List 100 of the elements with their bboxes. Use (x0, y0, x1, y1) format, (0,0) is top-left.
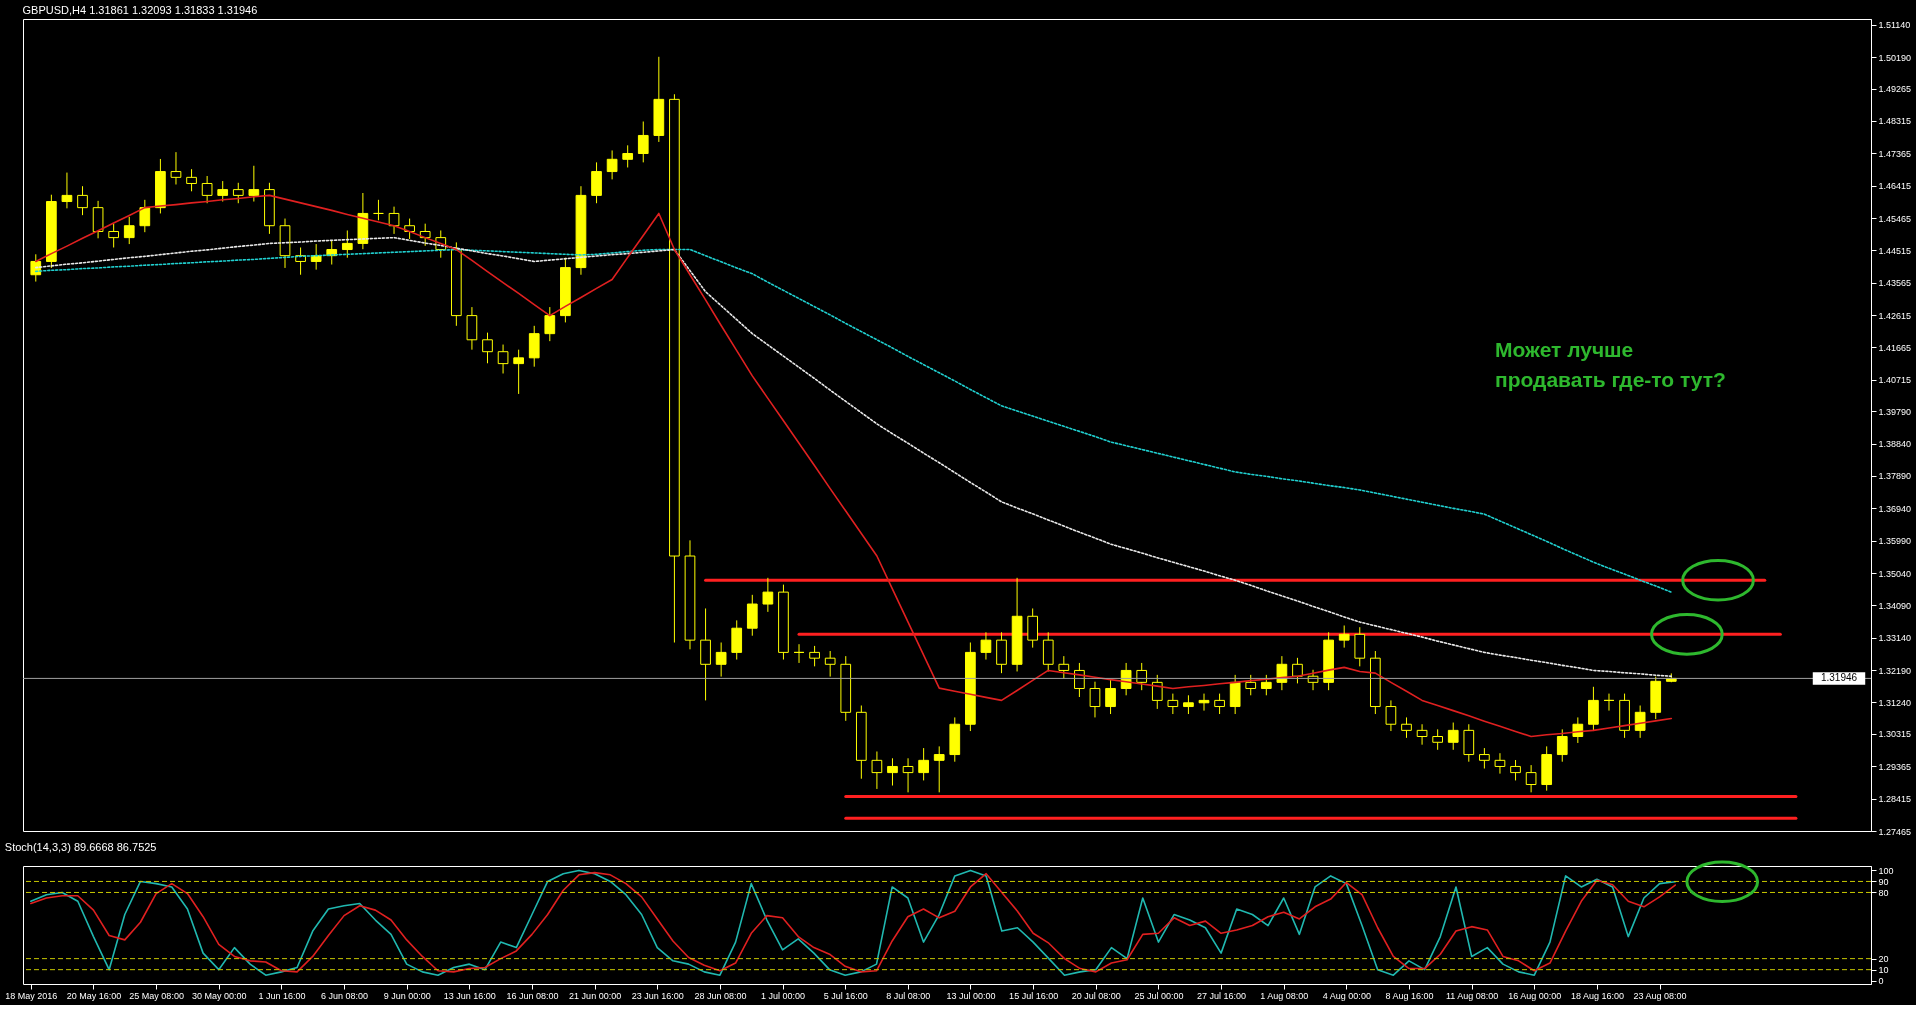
candlestick (1167, 693, 1179, 715)
candlestick (1556, 728, 1568, 763)
x-tick-label: 27 Jul 16:00 (1197, 990, 1247, 1001)
y-tick-label: 1.32190 (1878, 665, 1912, 676)
y-tick-label: 1.35990 (1878, 536, 1912, 547)
x-tick-label: 25 Jul 00:00 (1134, 990, 1184, 1001)
y-tick-label: 1.31240 (1878, 697, 1912, 708)
candlestick (92, 200, 104, 239)
candlestick (762, 577, 774, 613)
candlestick (1634, 705, 1646, 739)
candlestick (482, 332, 493, 364)
candlestick (1338, 624, 1350, 649)
y-tick-label: 90 (1878, 876, 1889, 887)
candlestick (1385, 699, 1397, 732)
y-tick-label: 1.44515 (1878, 245, 1912, 256)
y-tick-label: 1.45465 (1878, 213, 1912, 224)
x-tick-label: 16 Jun 08:00 (506, 990, 559, 1001)
x-tick-label: 16 Aug 00:00 (1508, 990, 1562, 1001)
y-tick-label: 1.40715 (1878, 375, 1912, 386)
candlestick (1151, 674, 1163, 710)
candlestick (933, 745, 945, 793)
candlestick (77, 185, 88, 216)
y-tick-label: 100 (1878, 865, 1894, 876)
y-tick-label: 1.35040 (1878, 568, 1912, 579)
candlestick (123, 216, 135, 245)
y-tick-label: 1.38840 (1878, 439, 1912, 450)
candlestick (295, 247, 306, 276)
candlestick (1183, 694, 1194, 715)
x-tick-label: 25 May 08:00 (129, 990, 184, 1001)
candlestick (793, 643, 805, 664)
candlestick (1214, 693, 1225, 715)
candlestick (1510, 759, 1521, 781)
x-tick-label: 28 Jun 08:00 (694, 990, 747, 1001)
candlestick (715, 642, 727, 678)
x-tick-label: 9 Jun 00:00 (383, 990, 431, 1001)
x-tick-label: 20 May 16:00 (66, 990, 122, 1001)
candlestick (918, 747, 929, 781)
x-tick-label: 23 Aug 08:00 (1633, 990, 1687, 1001)
y-tick-label: 1.29365 (1878, 761, 1912, 772)
candlestick (1198, 693, 1210, 712)
y-tick-label: 1.39790 (1878, 406, 1912, 417)
x-tick-label: 8 Jul 08:00 (886, 990, 931, 1001)
candlestick (1136, 662, 1148, 691)
y-tick-label: 10 (1878, 965, 1889, 976)
x-tick-label: 23 Jun 16:00 (631, 990, 684, 1001)
candlestick (1479, 747, 1490, 770)
y-tick-label: 1.30315 (1878, 729, 1912, 740)
candlestick (1027, 607, 1039, 649)
y-tick-label: 1.37890 (1878, 471, 1912, 482)
y-tick-label: 1.43565 (1878, 278, 1912, 289)
candlestick (1588, 686, 1599, 732)
x-tick-label: 20 Jul 08:00 (1071, 990, 1121, 1001)
candlestick (139, 199, 151, 233)
candlestick (310, 243, 322, 271)
candlestick (871, 750, 883, 790)
candlestick (1432, 728, 1444, 751)
y-tick-label: 1.51140 (1878, 20, 1911, 31)
y-tick-label: 1.33140 (1878, 633, 1912, 644)
x-tick-label: 4 Aug 00:00 (1322, 990, 1371, 1001)
candlestick (186, 168, 197, 192)
candlestick (902, 757, 914, 793)
y-tick-label: 20 (1878, 954, 1889, 965)
candlestick (1245, 674, 1257, 696)
candlestick (1276, 655, 1288, 691)
candlestick (980, 631, 992, 661)
candlestick (824, 650, 836, 678)
x-tick-label: 1 Jul 00:00 (761, 990, 806, 1001)
x-tick-label: 21 Jun 00:00 (569, 990, 622, 1001)
candlestick (1447, 722, 1459, 751)
candlestick (1525, 764, 1537, 793)
candlestick (341, 229, 353, 259)
candlestick (591, 161, 602, 204)
y-tick-label: 1.46415 (1878, 181, 1912, 192)
candlestick (1105, 679, 1116, 715)
annotation: Может лучше продавать где-то тут? (1495, 337, 1726, 391)
candlestick (809, 645, 820, 667)
y-tick-label: 1.34090 (1878, 600, 1912, 611)
candlestick (887, 757, 898, 787)
x-tick-label: 8 Aug 16:00 (1385, 990, 1434, 1001)
y-tick-label: 1.41665 (1878, 342, 1912, 353)
candlestick (606, 149, 618, 180)
y-tick-label: 1.47365 (1878, 148, 1912, 159)
candlestick (1260, 674, 1272, 696)
y-tick-label: 0 (1878, 976, 1884, 987)
y-tick-label: 1.48315 (1878, 116, 1912, 127)
candlestick (217, 180, 229, 203)
candlestick (497, 344, 509, 374)
candlestick (170, 151, 182, 185)
candlestick (1572, 716, 1584, 744)
candlestick (1603, 693, 1615, 712)
x-tick-label: 5 Jul 16:00 (823, 990, 868, 1001)
x-tick-label: 1 Jun 16:00 (258, 990, 306, 1001)
x-tick-label: 1 Aug 08:00 (1260, 990, 1309, 1001)
y-tick-label: 1.28415 (1878, 794, 1912, 805)
y-tick-label: 1.50190 (1878, 52, 1912, 63)
y-tick-label: 1.36940 (1878, 503, 1912, 514)
candlestick (1416, 723, 1428, 746)
chart-title: Stoch(14,3,3) 89.6668 86.7525 (4, 841, 157, 854)
candlestick (232, 182, 244, 204)
x-tick-label: 18 May 2016 (5, 990, 58, 1001)
